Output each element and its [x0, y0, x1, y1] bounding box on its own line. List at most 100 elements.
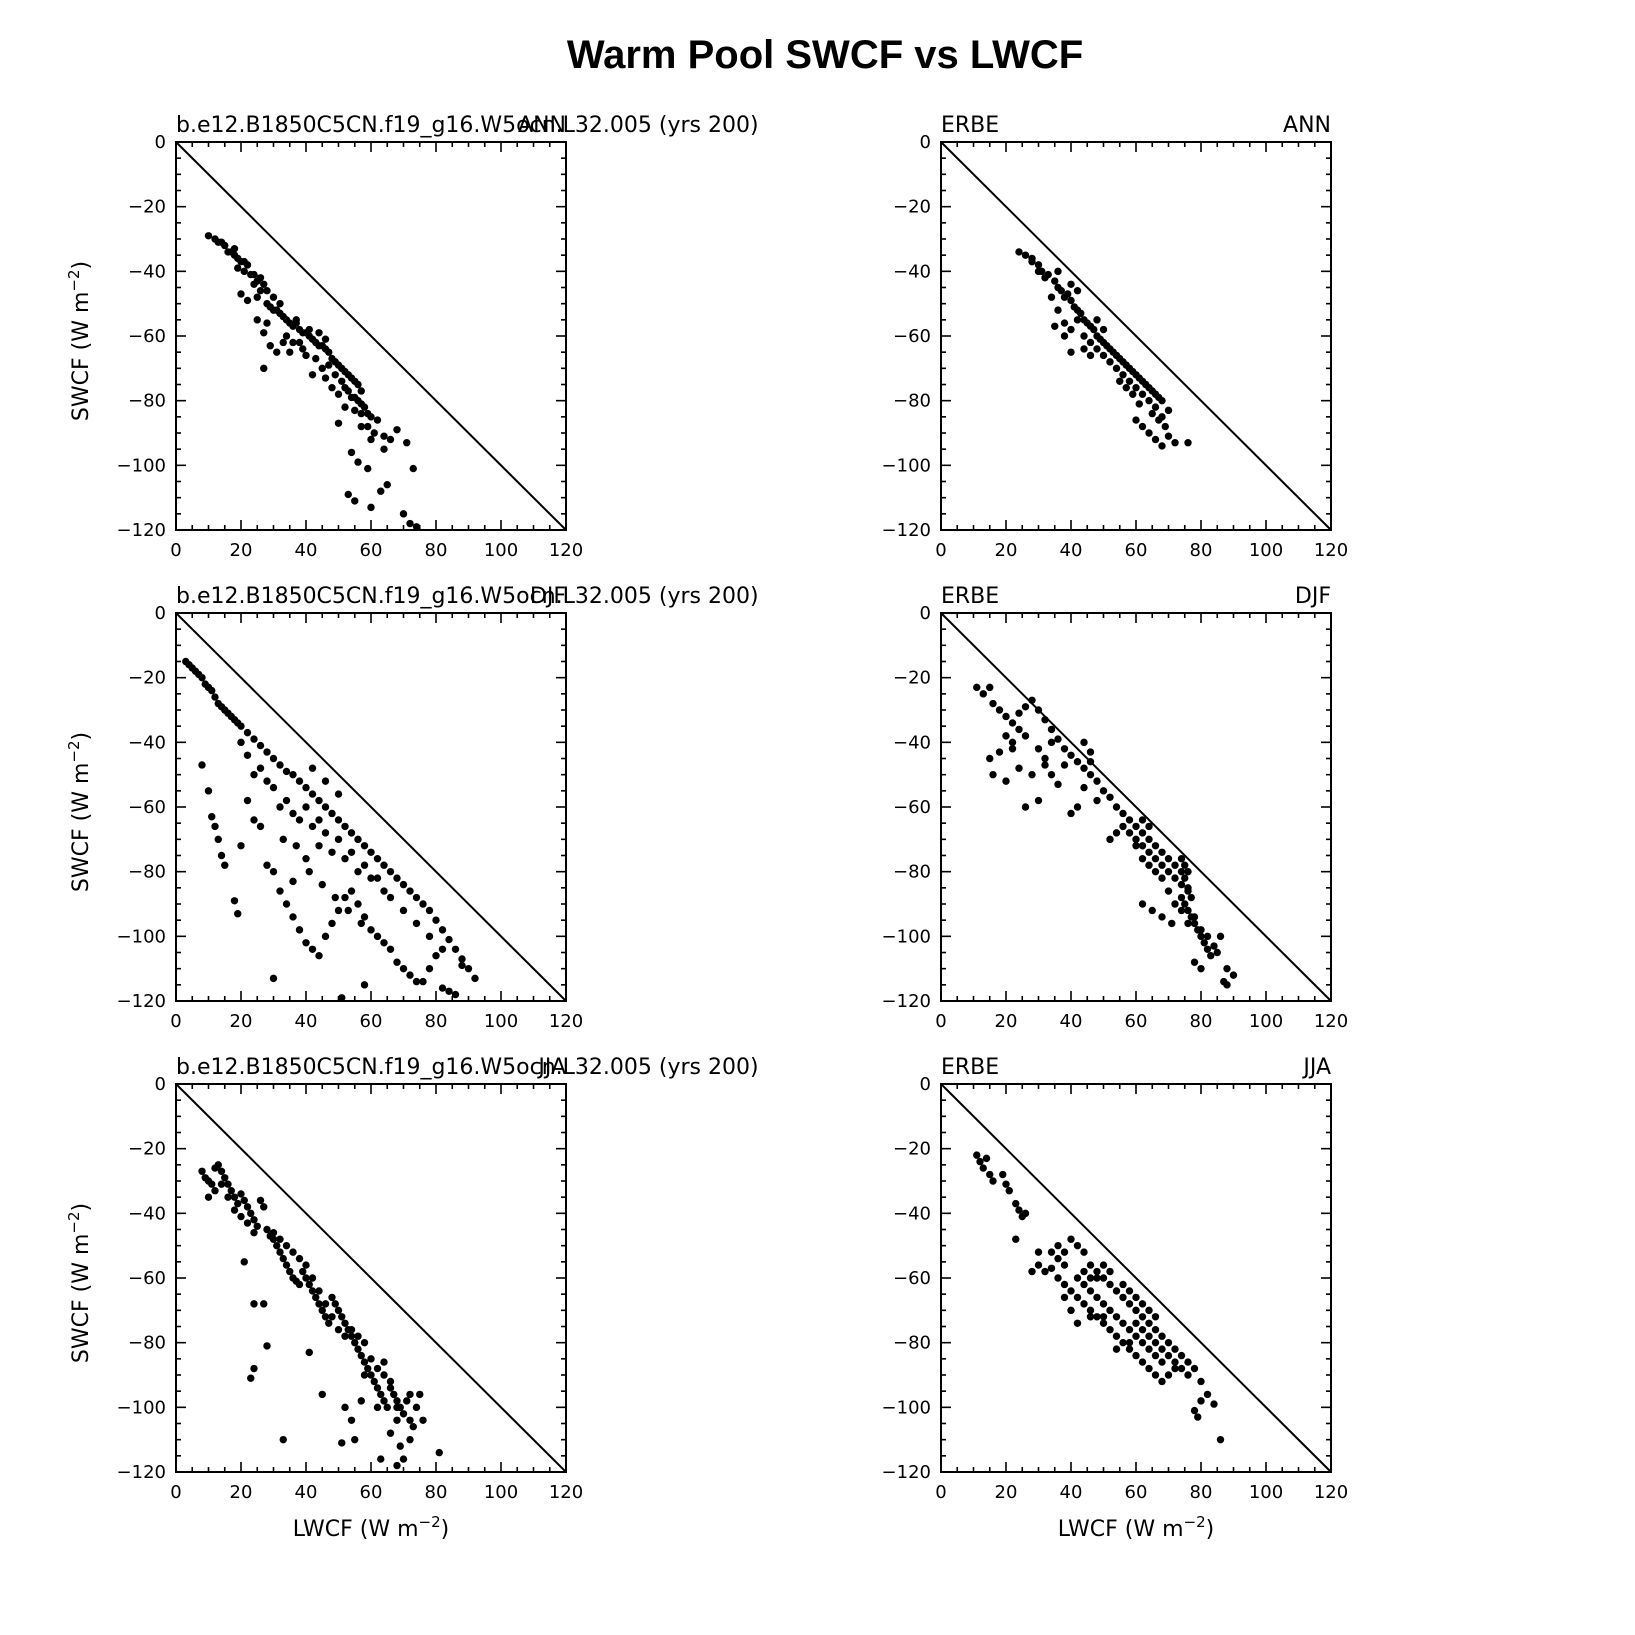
data-point: [282, 332, 291, 340]
data-point: [299, 345, 307, 353]
data-point: [289, 809, 297, 818]
data-point: [354, 458, 362, 466]
data-point: [1132, 384, 1140, 392]
data-point: [1177, 880, 1186, 889]
reference-line: [175, 612, 567, 1002]
scatter-points: [973, 683, 1238, 989]
data-point: [1151, 1351, 1160, 1360]
data-point: [315, 329, 323, 337]
data-point: [406, 887, 414, 895]
data-point: [1187, 893, 1195, 902]
data-point: [1067, 809, 1075, 818]
data-point: [399, 964, 408, 973]
data-point: [266, 342, 274, 350]
x-tick-label: 100: [1249, 1011, 1283, 1032]
data-point: [383, 1403, 391, 1412]
data-point: [217, 1167, 226, 1176]
data-point: [1021, 803, 1030, 811]
data-point: [243, 261, 252, 269]
data-point: [1054, 780, 1062, 789]
data-point: [1086, 770, 1095, 779]
data-point: [1106, 793, 1114, 801]
data-point: [198, 1167, 206, 1176]
data-point: [1119, 822, 1127, 831]
data-point: [1158, 1332, 1166, 1340]
x-tick-label: 60: [360, 1482, 383, 1503]
data-point: [263, 287, 271, 295]
data-point: [282, 1241, 291, 1250]
data-point: [243, 296, 252, 305]
panel-right-title: DJF: [1295, 584, 1331, 609]
data-point: [1086, 1261, 1095, 1269]
data-point: [1060, 1248, 1069, 1256]
data-point: [419, 1416, 427, 1424]
data-point: [286, 1267, 294, 1276]
data-point: [1060, 1280, 1069, 1289]
data-point: [1002, 1180, 1010, 1188]
data-point: [458, 961, 466, 970]
data-point: [308, 1287, 317, 1295]
panel-left-title: b.e12.B1850C5CN.f19_g16.W5ocn.L32.005 (y…: [176, 584, 759, 609]
data-point: [1080, 783, 1088, 792]
data-point: [986, 683, 994, 692]
data-point: [1125, 1287, 1134, 1295]
data-point: [289, 877, 297, 886]
data-point: [1145, 1332, 1153, 1340]
data-point: [302, 939, 310, 947]
data-point: [419, 900, 427, 908]
data-point: [370, 429, 378, 437]
data-point: [305, 325, 313, 334]
data-point: [1041, 754, 1049, 763]
y-tick-label: −40: [893, 1203, 931, 1224]
data-point: [1145, 1364, 1153, 1373]
data-point: [386, 867, 395, 876]
data-point: [282, 767, 291, 776]
data-point: [1080, 332, 1088, 340]
data-point: [243, 796, 252, 805]
y-tick-label: −20: [128, 668, 166, 689]
x-tick-label: 100: [484, 1482, 518, 1503]
data-point: [1138, 900, 1147, 908]
data-point: [1197, 964, 1205, 973]
data-point: [438, 926, 447, 934]
data-point: [1112, 829, 1121, 837]
data-point: [312, 354, 320, 363]
data-point: [354, 900, 362, 908]
data-point: [263, 1342, 271, 1350]
y-tick-label: −40: [893, 732, 931, 753]
data-point: [1067, 296, 1075, 305]
data-point: [351, 406, 359, 415]
data-point: [221, 241, 229, 250]
data-point: [1132, 835, 1140, 844]
data-point: [334, 835, 343, 844]
reference-line: [175, 141, 567, 531]
data-point: [1086, 338, 1095, 347]
data-point: [1116, 377, 1124, 385]
panel-right-title: JJA: [536, 1055, 566, 1080]
y-tick-label: −40: [893, 261, 931, 282]
data-point: [1086, 748, 1095, 756]
data-point: [1086, 1274, 1095, 1282]
data-point: [1093, 316, 1101, 324]
data-point: [1067, 1235, 1075, 1243]
data-point: [230, 245, 239, 253]
panel-right-title: ANN: [1283, 113, 1331, 138]
data-point: [302, 855, 310, 863]
data-point: [1080, 1267, 1088, 1276]
data-point: [1184, 1371, 1192, 1379]
data-point: [367, 1371, 375, 1379]
data-point: [328, 384, 336, 392]
data-point: [386, 1377, 395, 1386]
data-point: [1054, 1241, 1062, 1250]
y-tick-label: −100: [117, 926, 166, 947]
data-point: [1106, 1306, 1114, 1315]
data-point: [1021, 1209, 1030, 1218]
data-point: [276, 299, 284, 308]
data-point: [1073, 287, 1082, 295]
data-point: [367, 435, 375, 444]
data-point: [1041, 761, 1049, 769]
data-point: [995, 748, 1004, 756]
panels: 0 20 40 60 80 100 120 0 −20 −40 −60 −80 −100 −120 b.e1…: [65, 113, 1348, 1542]
data-point: [357, 919, 365, 928]
scatter-points: [1015, 248, 1192, 450]
